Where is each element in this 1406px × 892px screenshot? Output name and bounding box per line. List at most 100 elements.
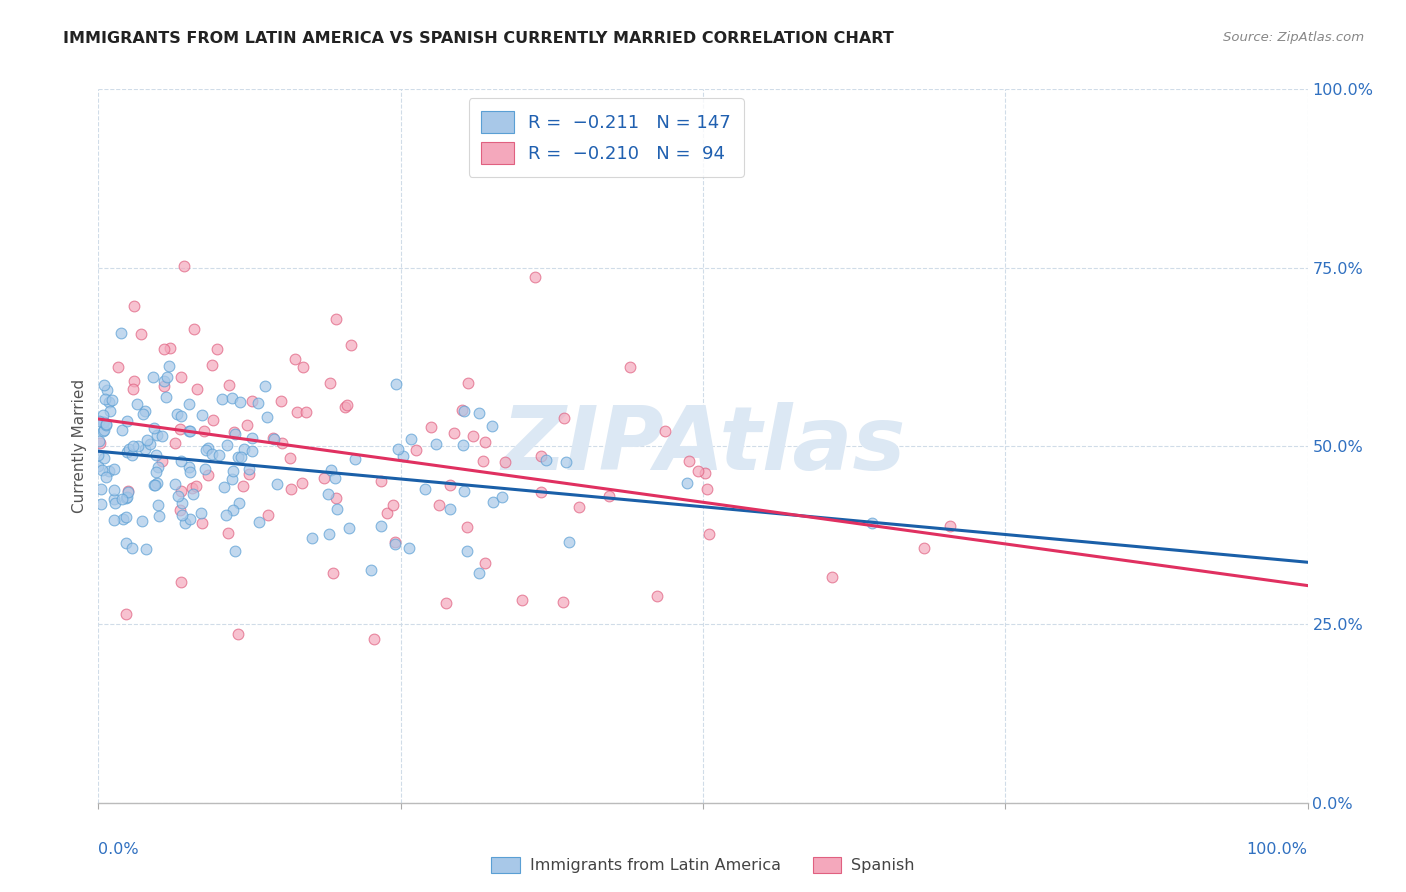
- Point: [240, 432, 263, 446]
- Point: [467, 566, 489, 581]
- Point: [117, 483, 139, 498]
- Point: [146, 460, 169, 475]
- Point: [232, 478, 254, 492]
- Point: [285, 405, 308, 419]
- Point: [129, 326, 152, 341]
- Point: [107, 359, 129, 374]
- Point: [93, 423, 115, 437]
- Point: [257, 508, 280, 522]
- Point: [145, 465, 167, 479]
- Point: [453, 438, 475, 452]
- Point: [686, 464, 709, 478]
- Legend: R =  −0.211   N = 147, R =  −0.210   N =  94: R = −0.211 N = 147, R = −0.210 N = 94: [468, 98, 744, 177]
- Point: [143, 421, 166, 435]
- Point: [148, 508, 170, 523]
- Point: [226, 450, 249, 465]
- Point: [280, 482, 302, 496]
- Point: [103, 462, 125, 476]
- Point: [370, 475, 392, 489]
- Point: [139, 436, 162, 450]
- Point: [553, 595, 575, 609]
- Point: [271, 435, 294, 450]
- Text: Source: ZipAtlas.com: Source: ZipAtlas.com: [1223, 31, 1364, 45]
- Point: [434, 596, 457, 610]
- Point: [270, 393, 292, 408]
- Point: [195, 442, 218, 457]
- Point: [398, 541, 420, 556]
- Point: [419, 419, 441, 434]
- Point: [247, 515, 270, 529]
- Point: [103, 483, 125, 497]
- Point: [598, 489, 620, 503]
- Point: [179, 512, 201, 526]
- Point: [90, 463, 112, 477]
- Point: [173, 260, 195, 274]
- Point: [121, 448, 143, 462]
- Point: [146, 428, 169, 442]
- Point: [165, 477, 187, 491]
- Point: [94, 470, 117, 484]
- Point: [124, 299, 146, 313]
- Point: [157, 359, 180, 374]
- Point: [169, 422, 191, 436]
- Point: [94, 417, 117, 431]
- Point: [222, 503, 245, 517]
- Point: [291, 475, 314, 490]
- Point: [425, 436, 447, 450]
- Point: [224, 544, 246, 558]
- Point: [179, 424, 201, 438]
- Y-axis label: Currently Married: Currently Married: [72, 379, 87, 513]
- Point: [201, 413, 224, 427]
- Point: [152, 342, 174, 356]
- Point: [117, 485, 139, 500]
- Point: [218, 378, 240, 392]
- Point: [222, 425, 245, 440]
- Point: [117, 413, 139, 427]
- Point: [461, 429, 484, 443]
- Point: [222, 464, 245, 478]
- Point: [229, 450, 252, 464]
- Point: [384, 535, 406, 549]
- Point: [122, 439, 145, 453]
- Point: [295, 405, 318, 419]
- Point: [142, 477, 165, 491]
- Point: [183, 486, 205, 500]
- Point: [115, 607, 138, 621]
- Point: [370, 518, 392, 533]
- Point: [318, 487, 340, 501]
- Point: [678, 453, 700, 467]
- Point: [117, 445, 139, 459]
- Point: [90, 497, 112, 511]
- Point: [278, 451, 301, 466]
- Point: [98, 404, 121, 418]
- Point: [481, 418, 503, 433]
- Point: [172, 496, 194, 510]
- Point: [645, 590, 668, 604]
- Point: [534, 453, 557, 467]
- Point: [170, 574, 193, 589]
- Point: [127, 439, 149, 453]
- Point: [405, 443, 427, 458]
- Point: [468, 406, 491, 420]
- Point: [169, 454, 191, 468]
- Point: [247, 396, 270, 410]
- Text: 100.0%: 100.0%: [1247, 842, 1308, 857]
- Point: [232, 442, 254, 456]
- Point: [142, 370, 165, 384]
- Point: [169, 503, 191, 517]
- Point: [197, 468, 219, 483]
- Point: [170, 508, 193, 522]
- Point: [135, 541, 157, 556]
- Point: [93, 408, 115, 422]
- Point: [193, 425, 215, 439]
- Point: [111, 512, 134, 526]
- Point: [136, 434, 159, 448]
- Point: [443, 426, 465, 441]
- Point: [150, 454, 173, 468]
- Point: [654, 424, 676, 438]
- Point: [166, 407, 188, 421]
- Point: [326, 502, 349, 516]
- Point: [314, 471, 336, 485]
- Point: [375, 506, 398, 520]
- Point: [146, 498, 169, 512]
